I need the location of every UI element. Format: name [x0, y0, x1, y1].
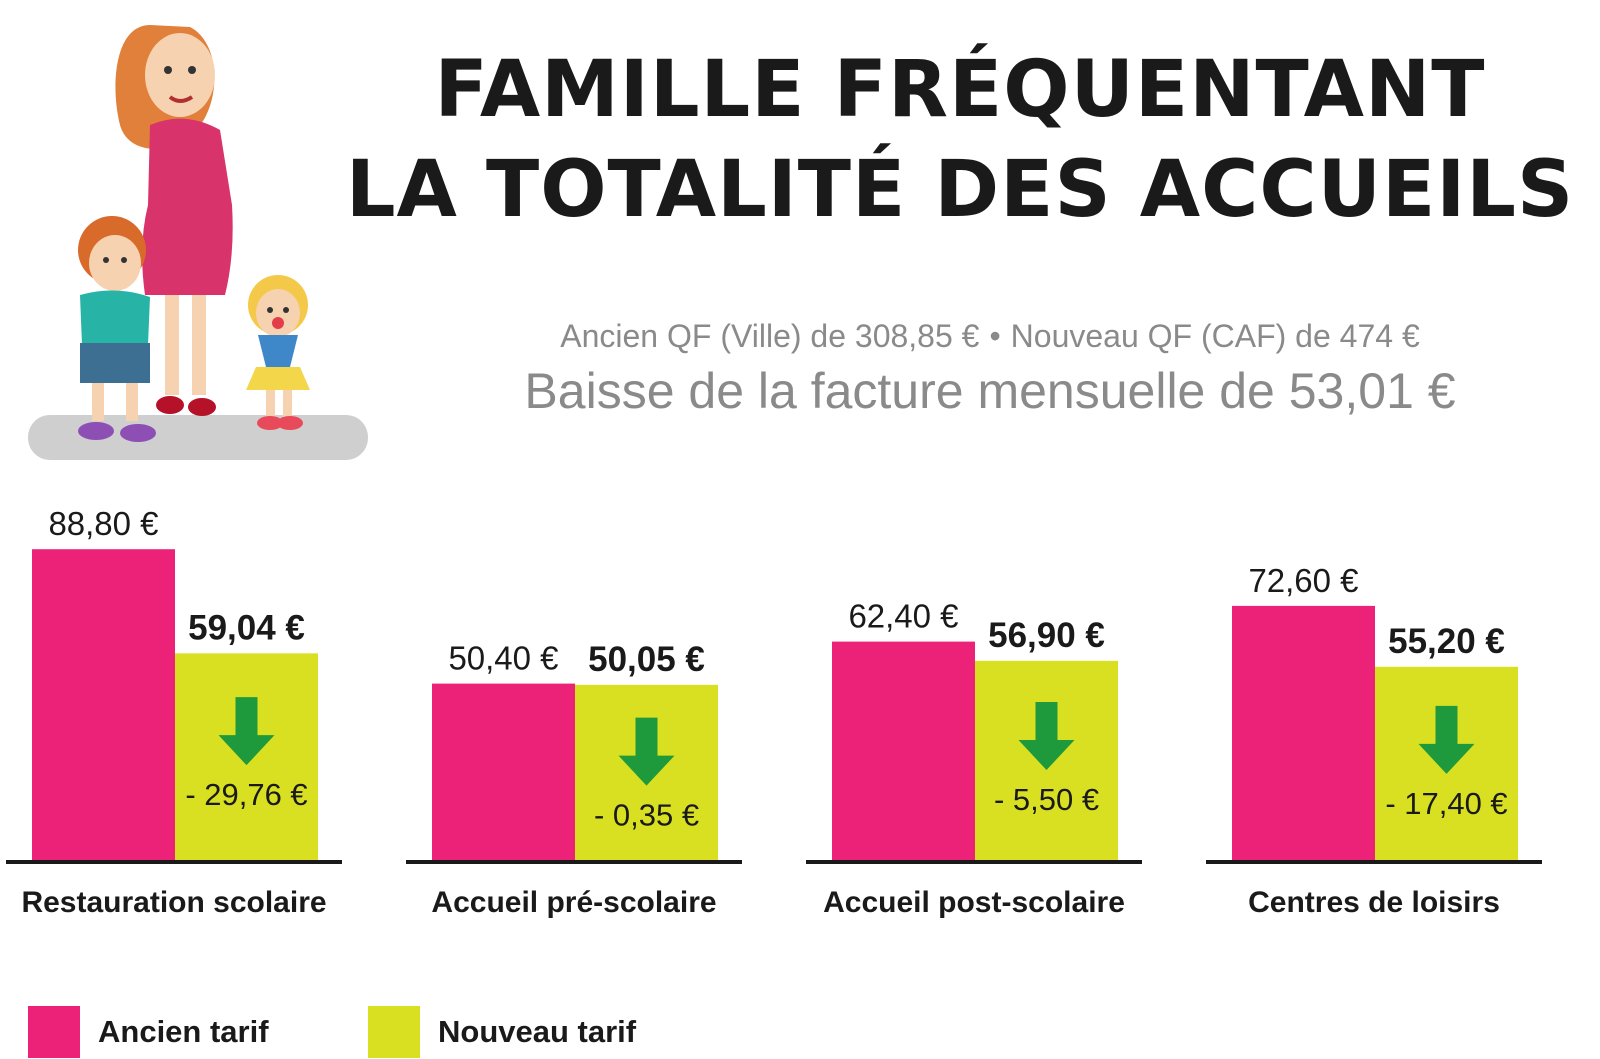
legend-swatch-nouveau [368, 1006, 420, 1058]
legend-item-ancien: Ancien tarif [28, 1005, 269, 1059]
legend-label-ancien: Ancien tarif [98, 1014, 269, 1049]
category-label-1: Accueil pré-scolaire [431, 886, 716, 919]
down-arrow-icon-0 [218, 697, 275, 766]
category-label-3: Centres de loisirs [1248, 886, 1500, 919]
bar-ancien-1 [432, 683, 575, 860]
headline-savings: Baisse de la facture mensuelle de 53,01 … [524, 363, 1456, 419]
bar-ancien-0 [32, 549, 175, 860]
difference-label-2: - 5,50 € [994, 782, 1099, 817]
difference-label-3: - 17,40 € [1385, 786, 1507, 821]
bar-ancien-3 [1232, 605, 1375, 860]
difference-label-1: - 0,35 € [594, 798, 699, 833]
subtitle-ancien-qf: Ancien QF (Ville) de 308,85 € [560, 318, 980, 354]
subtitle-nouveau-qf: Nouveau QF (CAF) de 474 € [1010, 318, 1420, 354]
value-label-nouveau-2: 56,90 € [988, 616, 1105, 655]
subtitle: Ancien QF (Ville) de 308,85 € • Nouveau QF… [470, 318, 1510, 355]
axis-baseline-2 [806, 860, 1142, 864]
value-label-ancien-0: 88,80 € [48, 505, 158, 542]
ground-shadow [28, 415, 368, 460]
legend-label-nouveau: Nouveau tarif [438, 1014, 637, 1049]
value-label-nouveau-0: 59,04 € [188, 608, 305, 647]
legend-item-nouveau: Nouveau tarif [368, 1005, 636, 1059]
category-label-0: Restauration scolaire [21, 886, 326, 919]
down-arrow-icon-3 [1418, 705, 1475, 774]
axis-baseline-3 [1206, 860, 1542, 864]
family-illustration [28, 25, 368, 460]
bar-chart: 88,80 € 59,04 € - 29,76 € Restauration scol… [6, 505, 1542, 919]
girl-figure [246, 275, 310, 430]
down-arrow-icon-2 [1018, 702, 1075, 771]
difference-label-0: - 29,76 € [185, 777, 307, 812]
value-label-ancien-3: 72,60 € [1248, 562, 1358, 599]
subtitle-separator: • [989, 318, 1001, 354]
category-label-2: Accueil post-scolaire [823, 886, 1125, 919]
title-line-2: LA TOTALITÉ DES ACCUEILS [345, 145, 1575, 235]
axis-baseline-1 [406, 860, 742, 864]
title-line-1: FAMILLE FRÉQUENTANT [434, 45, 1486, 135]
value-label-ancien-1: 50,40 € [448, 640, 558, 677]
value-label-nouveau-3: 55,20 € [1388, 622, 1505, 661]
legend-swatch-ancien [28, 1006, 80, 1058]
mother-figure [115, 25, 233, 416]
page-title: FAMILLE FRÉQUENTANT LA TOTALITÉ DES ACCU… [340, 40, 1580, 240]
axis-baseline-0 [6, 860, 342, 864]
boy-figure [78, 216, 156, 442]
down-arrow-icon-1 [618, 717, 675, 786]
value-label-ancien-2: 62,40 € [848, 598, 958, 635]
value-label-nouveau-1: 50,05 € [588, 640, 705, 679]
bar-ancien-2 [832, 641, 975, 860]
